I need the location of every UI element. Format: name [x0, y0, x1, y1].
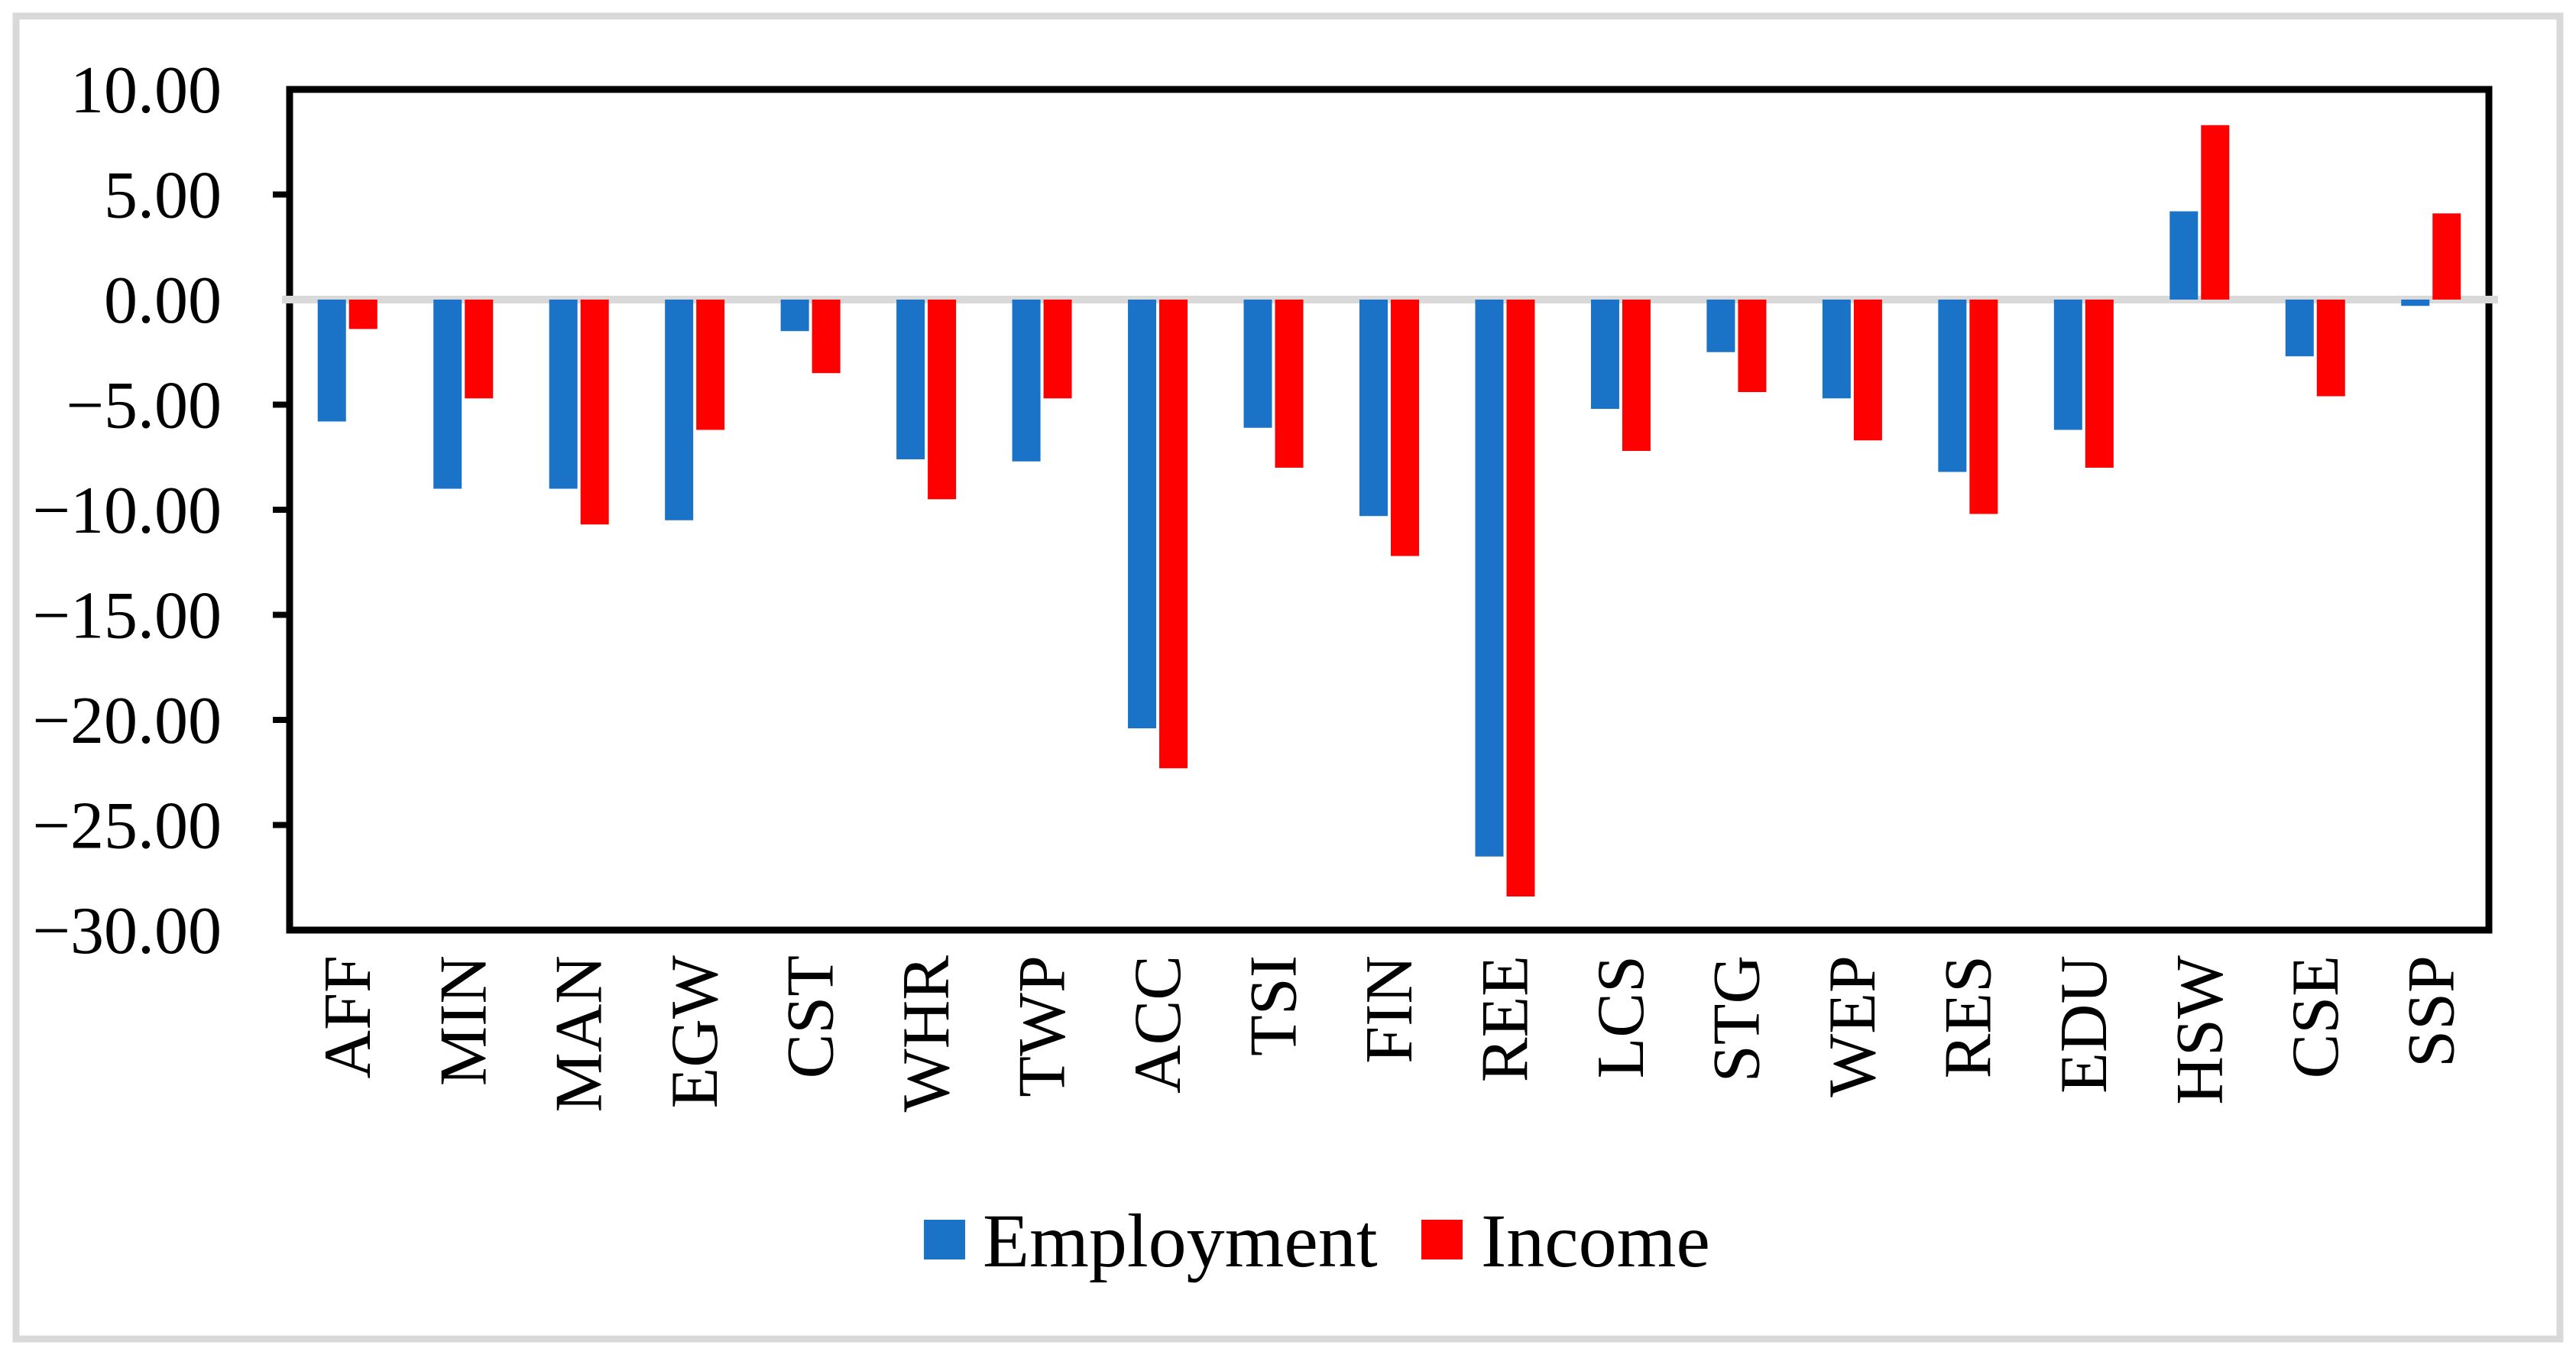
bar-income-ACC: [1159, 300, 1188, 769]
x-axis-label-RES: RES: [1931, 955, 2005, 1078]
bar-income-CSE: [2316, 300, 2345, 397]
bar-income-EGW: [696, 300, 725, 430]
bar-income-STG: [1738, 300, 1767, 392]
x-axis-label-ACC: ACC: [1121, 955, 1195, 1094]
y-axis-label: −20.00: [32, 684, 222, 758]
y-axis-label: 5.00: [104, 158, 222, 232]
x-axis-label-FIN: FIN: [1353, 955, 1427, 1064]
bar-employment-AFF: [317, 300, 346, 422]
legend-swatch-income: [1421, 1220, 1463, 1259]
y-axis-label: 10.00: [70, 53, 222, 128]
y-axis-label: −15.00: [32, 579, 222, 653]
bar-employment-LCS: [1590, 300, 1619, 409]
bar-employment-TSI: [1243, 300, 1272, 428]
bar-employment-MAN: [549, 300, 578, 489]
bar-income-TSI: [1275, 300, 1304, 468]
x-axis-label-WEP: WEP: [1816, 955, 1890, 1097]
bar-income-TWP: [1043, 300, 1072, 399]
x-axis-label-EDU: EDU: [2047, 955, 2121, 1094]
x-axis-label-HSW: HSW: [2163, 955, 2237, 1105]
bar-employment-EGW: [665, 300, 694, 520]
x-axis-label-MIN: MIN: [426, 955, 501, 1086]
bar-employment-EDU: [2053, 300, 2082, 430]
bar-employment-HSW: [2169, 211, 2199, 300]
bar-income-REE: [1506, 300, 1535, 896]
bar-income-WHR: [928, 300, 957, 500]
bar-income-SSP: [2432, 213, 2461, 300]
y-axis-label: 0.00: [104, 264, 222, 338]
x-axis-label-CST: CST: [774, 955, 848, 1078]
bar-employment-TWP: [1012, 300, 1041, 462]
bar-employment-SSP: [2401, 300, 2430, 306]
bar-income-LCS: [1622, 300, 1651, 451]
y-axis-label: −25.00: [32, 789, 222, 863]
bar-employment-MIN: [433, 300, 462, 489]
x-axis-label-AFF: AFF: [311, 955, 385, 1078]
bar-employment-REE: [1475, 300, 1504, 857]
bar-income-MAN: [580, 300, 609, 525]
bar-employment-FIN: [1359, 300, 1388, 517]
bar-income-EDU: [2085, 300, 2114, 468]
x-axis-label-STG: STG: [1700, 955, 1774, 1082]
legend-label-income: Income: [1481, 1198, 1710, 1283]
x-axis-label-TSI: TSI: [1237, 955, 1311, 1056]
bar-income-RES: [1969, 300, 1998, 514]
bar-employment-WHR: [896, 300, 925, 459]
figure-border: [12, 12, 2564, 1343]
bar-employment-CST: [780, 300, 809, 332]
legend: Employment Income: [924, 1198, 1710, 1283]
y-axis-label: −5.00: [66, 368, 222, 442]
bar-income-FIN: [1391, 300, 1419, 556]
x-axis-label-LCS: LCS: [1584, 955, 1658, 1078]
y-axis-label: −10.00: [32, 474, 222, 548]
bar-employment-CSE: [2285, 300, 2314, 357]
bar-employment-RES: [1938, 300, 1967, 472]
legend-label-employment: Employment: [983, 1198, 1378, 1283]
bar-employment-STG: [1706, 300, 1735, 352]
x-axis-label-SSP: SSP: [2394, 955, 2468, 1068]
x-axis-label-MAN: MAN: [543, 955, 617, 1112]
bar-income-MIN: [465, 300, 494, 399]
y-axis-label: −30.00: [32, 894, 222, 968]
x-axis-label-REE: REE: [1469, 955, 1543, 1082]
bar-income-WEP: [1853, 300, 1882, 441]
x-axis-label-TWP: TWP: [1006, 955, 1080, 1097]
x-axis-label-WHR: WHR: [889, 955, 964, 1113]
x-axis-label-EGW: EGW: [658, 955, 732, 1108]
bar-income-AFF: [348, 300, 377, 329]
bar-income-CST: [812, 300, 841, 374]
x-axis-label-CSE: CSE: [2279, 955, 2353, 1078]
legend-swatch-employment: [924, 1220, 965, 1259]
bar-income-HSW: [2201, 125, 2230, 300]
bar-employment-WEP: [1822, 300, 1851, 399]
bar-employment-ACC: [1128, 300, 1157, 728]
